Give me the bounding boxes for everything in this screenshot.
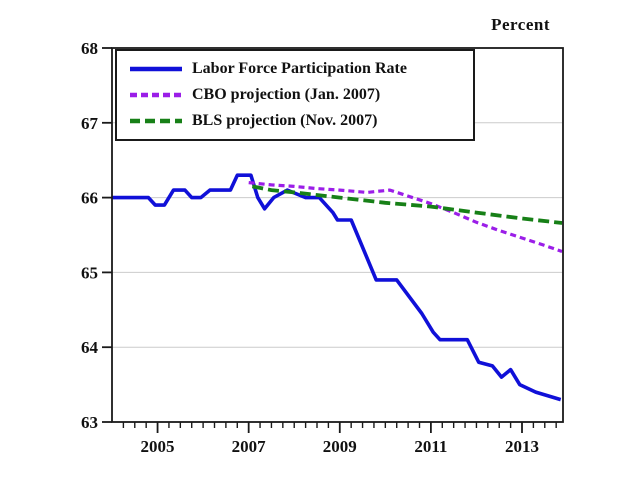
legend-label-lfpr: Labor Force Participation Rate [192,60,407,77]
x-tick-label: 2005 [141,437,175,456]
legend-label-bls-projection: BLS projection (Nov. 2007) [192,112,378,129]
plot-border [111,47,564,423]
x-tick-label: 2007 [232,437,267,456]
x-tick-label: 2013 [505,437,539,456]
legend-item-cbo-projection: CBO projection (Jan. 2007) [129,82,463,108]
legend-item-lfpr: Labor Force Participation Rate [129,56,463,82]
lfpr-line-sample-icon [130,66,182,72]
y-tick-label: 66 [81,189,98,208]
y-tick-label: 65 [81,263,98,282]
series-line-cbo-projection [248,181,563,254]
series-line-bls-projection [251,184,563,225]
y-tick-label: 68 [81,39,98,58]
bls-line-sample-icon [130,118,182,124]
y-tick-label: 63 [81,413,98,432]
x-tick-label: 2009 [323,437,357,456]
series-line-lfpr [112,173,562,402]
y-axis-unit-label: Percent [491,15,550,34]
y-tick-label: 67 [81,114,99,133]
cbo-line-sample-icon [130,92,182,98]
y-tick-label: 64 [81,338,99,357]
x-tick-label: 2011 [414,437,447,456]
legend-label-cbo-projection: CBO projection (Jan. 2007) [192,86,381,103]
chart-legend: Labor Force Participation Rate CBO proje… [115,49,475,141]
legend-item-bls-projection: BLS projection (Nov. 2007) [129,108,463,134]
